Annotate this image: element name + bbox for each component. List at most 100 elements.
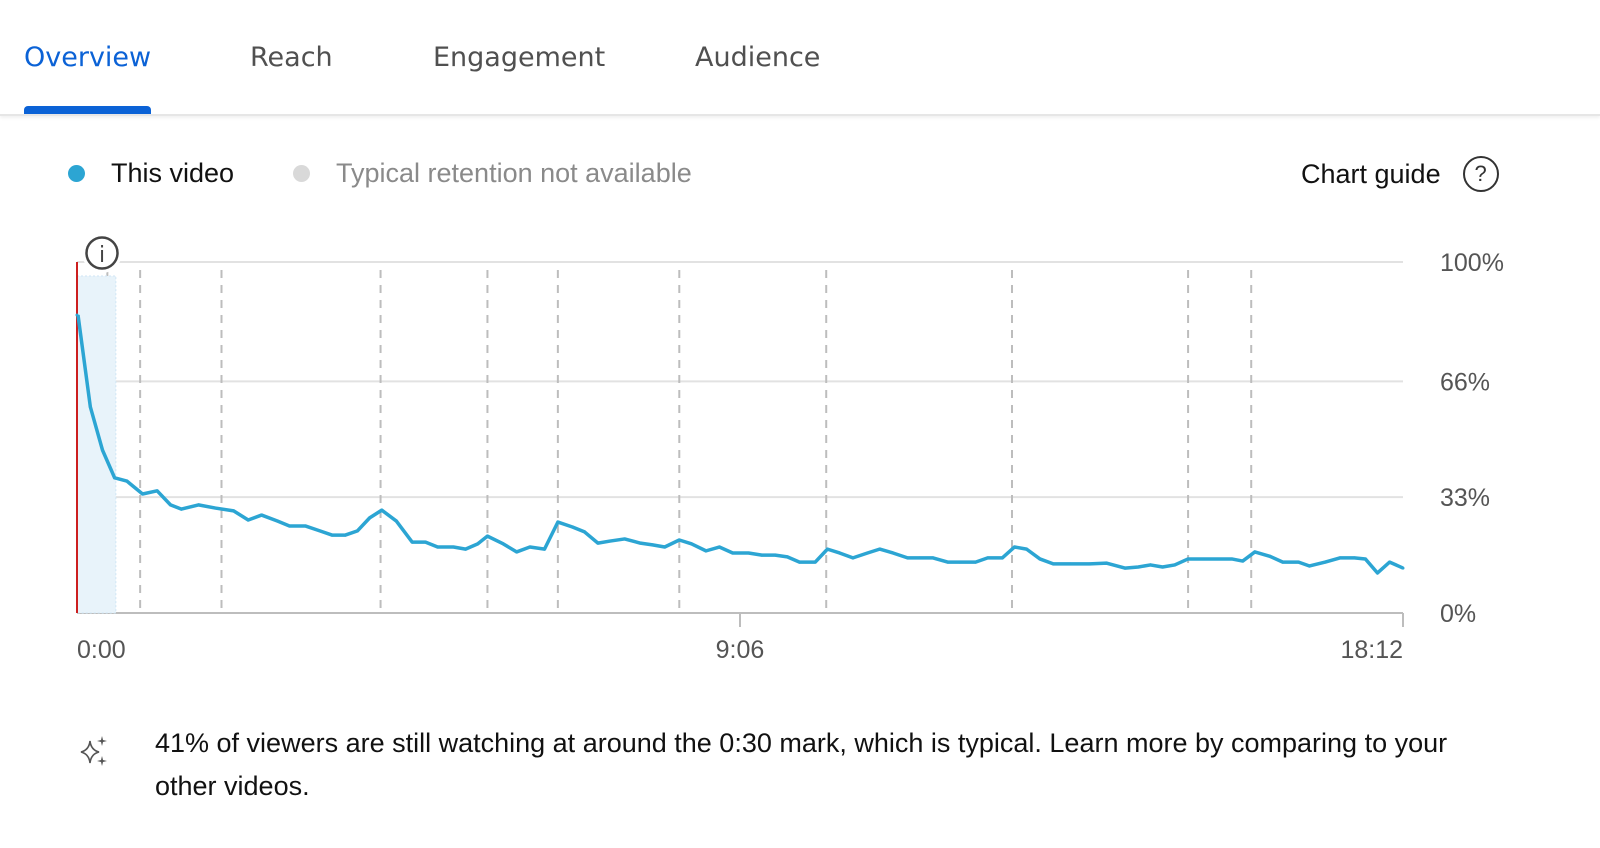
series-dot-icon: [68, 165, 85, 182]
data-point: [464, 547, 468, 551]
data-point: [394, 519, 398, 523]
data-point: [113, 476, 117, 480]
x-tick-label: 18:12: [1340, 636, 1403, 664]
data-point: [651, 543, 655, 547]
data-point: [570, 525, 574, 529]
data-point: [773, 553, 777, 557]
data-point: [785, 555, 789, 559]
data-point: [1401, 566, 1405, 570]
data-point: [1388, 560, 1392, 564]
data-point: [1136, 565, 1140, 569]
data-point: [891, 551, 895, 555]
data-point: [232, 509, 236, 513]
tab-engagement[interactable]: Engagement: [433, 42, 606, 73]
data-point: [1267, 554, 1271, 558]
data-point: [813, 560, 817, 564]
data-point: [760, 553, 764, 557]
active-tab-indicator: [24, 106, 151, 114]
legend-this-video[interactable]: This video: [68, 158, 234, 189]
data-point: [501, 542, 505, 546]
tab-overview[interactable]: Overview: [24, 42, 152, 73]
data-point: [851, 556, 855, 560]
data-point: [1352, 556, 1356, 560]
data-point: [141, 492, 145, 496]
data-point: [986, 556, 990, 560]
data-point: [1216, 557, 1220, 561]
data-point: [303, 524, 307, 528]
data-point: [155, 489, 159, 493]
data-point: [931, 556, 935, 560]
svg-text:i: i: [99, 243, 105, 268]
data-point: [798, 560, 801, 564]
data-point: [1363, 557, 1367, 561]
data-point: [1186, 557, 1190, 561]
data-point: [1253, 550, 1257, 554]
data-point: [1000, 556, 1004, 560]
data-point: [380, 508, 384, 512]
data-point: [101, 448, 104, 452]
y-tick-label: 33%: [1440, 484, 1490, 512]
legend-label: Typical retention not available: [336, 158, 692, 188]
x-tick-label: 9:06: [716, 636, 765, 664]
data-point: [906, 556, 910, 560]
tab-reach[interactable]: Reach: [250, 42, 333, 73]
data-point: [974, 560, 978, 564]
data-point: [596, 541, 600, 545]
chart-guide-button[interactable]: Chart guide ?: [1301, 156, 1499, 192]
data-point: [246, 518, 250, 522]
data-point: [275, 519, 279, 523]
data-point: [88, 405, 92, 409]
data-point: [1201, 557, 1205, 561]
x-tick-label: 0:00: [77, 636, 126, 664]
data-point: [838, 551, 842, 555]
data-point: [424, 540, 427, 544]
data-point: [330, 533, 334, 537]
data-point: [878, 547, 882, 551]
data-point: [288, 524, 291, 528]
data-point: [1088, 562, 1092, 566]
data-point: [946, 560, 950, 564]
info-icon[interactable]: i: [82, 233, 122, 273]
data-point: [1051, 562, 1055, 566]
data-point: [704, 549, 708, 553]
y-tick-label: 66%: [1440, 368, 1490, 396]
data-point: [608, 539, 612, 543]
chart-guide-label: Chart guide: [1301, 158, 1441, 189]
tab-audience[interactable]: Audience: [695, 42, 821, 73]
data-point: [731, 551, 735, 555]
typical-dot-icon: [293, 165, 310, 182]
highlight-region: [76, 275, 117, 614]
data-point: [918, 556, 922, 560]
data-point: [825, 547, 829, 551]
data-point: [1308, 564, 1311, 568]
data-point: [1241, 559, 1245, 563]
data-point: [556, 520, 560, 524]
data-point: [1281, 560, 1285, 564]
data-point: [213, 506, 217, 510]
series-line-this-video[interactable]: [76, 314, 1404, 575]
data-point: [1376, 571, 1379, 575]
data-point: [196, 503, 200, 507]
data-point: [368, 516, 372, 520]
data-point: [623, 537, 627, 541]
legend-label: This video: [111, 158, 235, 188]
retention-chart: 100% 66% 33% 0% 0:00 9:06 18:12 i: [75, 233, 1504, 664]
data-point: [689, 542, 693, 546]
data-point: [1123, 566, 1127, 570]
data-point: [75, 313, 79, 317]
data-point: [1161, 565, 1165, 569]
data-point: [1012, 545, 1016, 549]
data-point: [1105, 561, 1109, 565]
y-tick-label: 100%: [1440, 249, 1504, 277]
insight-text: 41% of viewers are still watching at aro…: [155, 728, 1448, 801]
data-point: [663, 545, 667, 549]
data-point: [528, 545, 532, 549]
data-point: [485, 534, 489, 538]
data-point: [476, 542, 480, 546]
data-point: [747, 551, 750, 555]
data-point: [436, 545, 440, 549]
data-point: [356, 529, 359, 533]
data-point: [515, 550, 519, 554]
help-circle-icon[interactable]: ?: [1462, 156, 1499, 192]
data-point: [179, 507, 183, 511]
